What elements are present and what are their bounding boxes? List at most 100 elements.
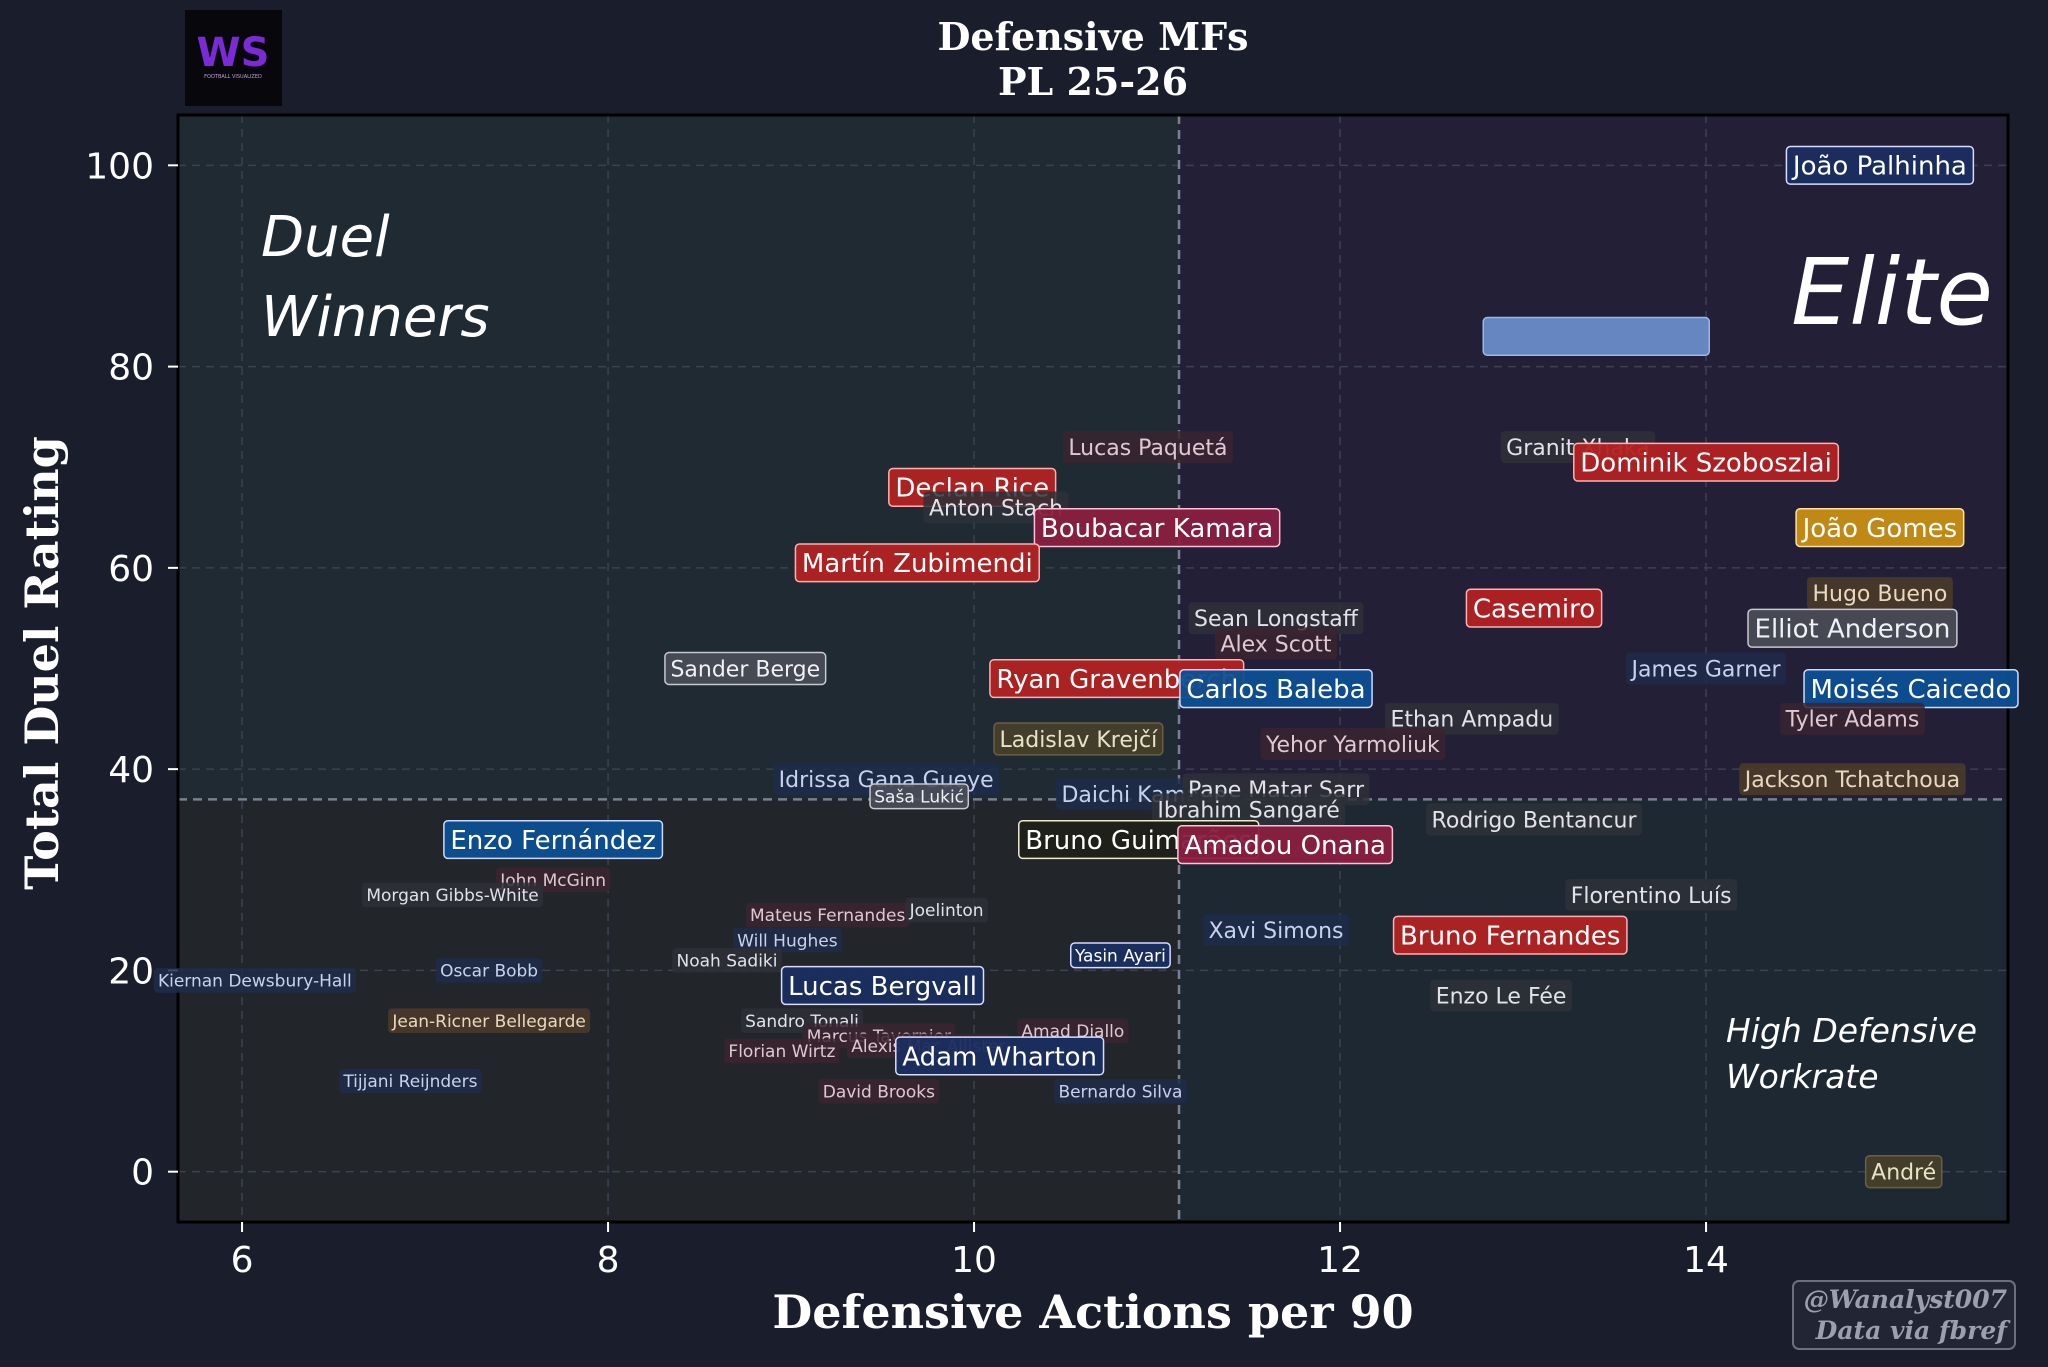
x-axis-ticks: 6 8 10 12 14 — [231, 1222, 1729, 1281]
player-label-box — [1482, 316, 1710, 356]
player-label-box — [724, 1038, 840, 1064]
player-point: Jean-Ricner Bellegarde — [388, 1008, 591, 1034]
player-point: Oscar Bobb — [435, 958, 543, 983]
quadrant-bottom-left — [178, 799, 1180, 1222]
player-label-box — [1747, 608, 1958, 648]
x-tick-label: 6 — [231, 1240, 254, 1281]
quadrant-label-high-defensive: High Defensive — [1726, 1011, 1977, 1050]
player-label: Boubacar Kamara — [1041, 514, 1273, 544]
player-label-box — [435, 958, 543, 983]
player-label: Rodrigo Bentancur — [1432, 808, 1638, 833]
player-point: Boubacar Kamara — [1033, 508, 1281, 548]
player-point: Carlos Baleba — [1179, 669, 1373, 709]
watermark-source: Data via fbref — [1815, 1316, 2012, 1345]
logo-subtitle: FOOTBALL VISUALIZED — [204, 74, 262, 80]
grid-lines — [178, 115, 2008, 1222]
player-label-box — [1392, 915, 1628, 955]
player-point: Ibrahim Sangaré — [1151, 793, 1346, 826]
player-label-box — [664, 651, 827, 686]
player-label-box — [1177, 825, 1394, 865]
player-label: Ladislav Krejčí — [999, 728, 1158, 753]
player-label-box — [1625, 652, 1787, 685]
player-point: Ladislav Krejčí — [993, 722, 1164, 756]
player-label-box — [153, 968, 357, 993]
player-label: Casemiro — [1473, 594, 1595, 624]
player-point: Martín Zubimendi — [794, 543, 1040, 583]
player-label: Bruno Fernandes — [1400, 922, 1620, 952]
player-point: Noah Sadiki — [672, 948, 782, 973]
logo-text: WS — [197, 30, 270, 76]
player-point: João Palhinha — [1785, 145, 1975, 185]
player-label: Enzo Fernández — [450, 826, 656, 856]
player-label-box — [1465, 588, 1603, 628]
player-point: David Brooks — [818, 1078, 940, 1104]
player-point: Moisés Caicedo — [1803, 669, 2019, 709]
player-label-box — [1785, 145, 1975, 185]
player-point: Saša Lukić — [869, 783, 970, 810]
player-label: Saša Lukić — [874, 787, 964, 807]
player-label: João Gomes — [1801, 514, 1958, 544]
player-label-box — [1806, 577, 1953, 609]
player-label: Carlos Baleba — [1186, 675, 1365, 705]
player-point: Bernardo Silva — [1054, 1078, 1187, 1104]
player-label-box — [1179, 669, 1373, 709]
player-label: James Garner — [1629, 657, 1781, 682]
player-label-box — [339, 1068, 482, 1094]
player-point: Alex Scott — [1214, 627, 1338, 660]
player-label: Dominik Szoboszlai — [1580, 449, 1832, 479]
x-tick-label: 14 — [1683, 1240, 1729, 1281]
player-point: Joelinton — [905, 897, 988, 923]
player-point: Florian Wirtz — [724, 1038, 840, 1064]
player-label: Lucas Bergvall — [788, 972, 977, 1002]
player-label: Noah Sadiki — [676, 951, 777, 971]
player-point: Xavi Simons — [1202, 914, 1350, 947]
player-label-box — [1573, 442, 1840, 482]
player-label-box — [1260, 728, 1446, 760]
player-point: Yehor Yarmoliuk — [1260, 728, 1446, 760]
player-label: Amadou Onana — [1184, 831, 1386, 861]
player-point: Dominik Szoboszlai — [1573, 442, 1840, 482]
player-label-box — [1864, 1154, 1943, 1189]
player-point — [1482, 316, 1710, 356]
player-label: Martín Zubimendi — [802, 549, 1033, 579]
player-label-box — [869, 783, 970, 810]
player-label: Hugo Bueno — [1812, 582, 1947, 607]
player-point: João Gomes — [1795, 508, 1965, 548]
player-label-box — [1033, 508, 1281, 548]
chart-title-line1: Defensive MFs — [937, 14, 1248, 59]
player-point: Sander Berge — [664, 651, 827, 686]
y-tick-label: 80 — [108, 348, 154, 389]
player-label: Oscar Bobb — [440, 962, 538, 982]
player-label: Enzo Le Fée — [1436, 984, 1567, 1009]
player-point: Tyler Adams — [1780, 702, 1925, 735]
x-tick-label: 8 — [597, 1240, 620, 1281]
player-label: Xavi Simons — [1208, 919, 1343, 944]
player-point: Adam Wharton — [895, 1036, 1105, 1076]
player-point: Lucas Bergvall — [780, 965, 985, 1006]
player-label-box — [1384, 702, 1559, 735]
player-label-box — [1565, 878, 1738, 911]
player-point: Ethan Ampadu — [1384, 702, 1559, 735]
player-label: Jackson Tchatchoua — [1743, 768, 1960, 793]
player-label: André — [1871, 1161, 1936, 1186]
player-point: James Garner — [1625, 652, 1787, 685]
player-label: Bernardo Silva — [1058, 1082, 1182, 1102]
player-label-box — [895, 1036, 1105, 1076]
chart-title-line2: PL 25-26 — [998, 59, 1188, 104]
y-tick-label: 40 — [108, 750, 154, 791]
player-label-box — [1188, 602, 1364, 635]
player-label-box — [818, 1078, 940, 1104]
player-label-box — [923, 491, 1069, 524]
player-point: Lucas Paquetá — [1062, 431, 1233, 464]
player-label-box — [1151, 793, 1346, 826]
player-label-box — [905, 897, 988, 923]
quadrant-label-winners: Winners — [261, 285, 490, 350]
x-tick-label: 10 — [951, 1240, 997, 1281]
player-label: Elliot Anderson — [1755, 615, 1951, 645]
player-label-box — [1062, 431, 1233, 464]
player-point: Kiernan Dewsbury-Hall — [153, 968, 357, 993]
player-label: Alex Scott — [1220, 632, 1331, 657]
player-label-box — [443, 819, 664, 860]
